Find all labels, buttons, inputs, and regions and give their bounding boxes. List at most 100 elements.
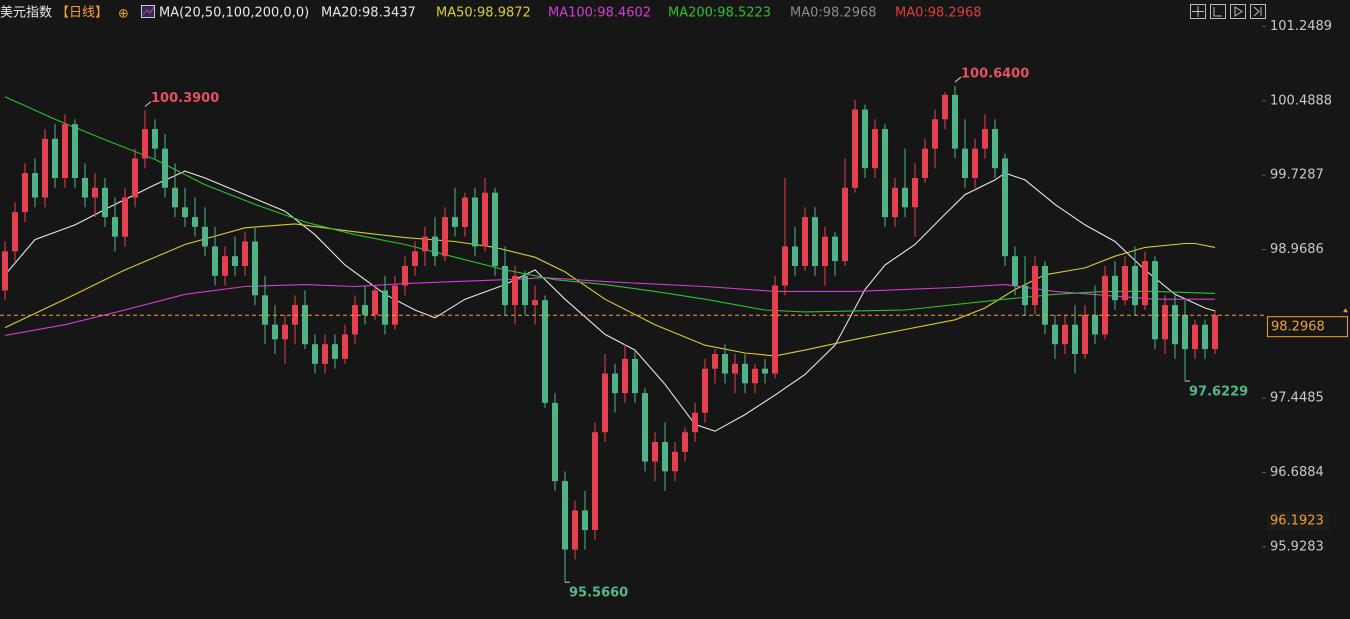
candle-body [102, 187, 108, 218]
low-label: 95.5660 [569, 586, 628, 601]
marker-label: 96.1923 [1270, 513, 1324, 528]
candle-body [1062, 324, 1068, 345]
candle-body [852, 109, 858, 188]
icon-zoom[interactable] [1210, 4, 1226, 19]
y-tick-label: 99.7287 [1270, 168, 1324, 183]
marker-box [1267, 510, 1329, 531]
candle-body [272, 324, 278, 340]
candle-body [52, 138, 58, 178]
header: 美元指数 【日线】 ⊕ MA(20,50,100,200,0,0) [0, 5, 309, 22]
candle-body [952, 94, 958, 149]
candle-body [542, 300, 548, 403]
candle-body [1102, 275, 1108, 335]
candle-body [372, 290, 378, 315]
candle-body [1132, 265, 1138, 306]
candle-body [1212, 315, 1218, 350]
candle-body [512, 275, 518, 306]
add-button[interactable]: ⊕ [118, 7, 129, 22]
candle-body [262, 295, 268, 325]
candle-body [1162, 305, 1168, 340]
candle-body [412, 251, 418, 266]
candle-body [992, 129, 998, 169]
candle-body [1042, 265, 1048, 325]
candle-body [1052, 324, 1058, 345]
candle-body [562, 481, 568, 550]
candle-body [522, 275, 528, 306]
candle-body [822, 236, 828, 266]
candle-body [232, 256, 238, 266]
candle-body [962, 148, 968, 178]
candle-body [462, 197, 468, 227]
candle-body [782, 246, 788, 286]
candle-body [902, 187, 908, 208]
candle-body [812, 217, 818, 266]
candle-body [332, 344, 338, 359]
y-tick-label: 98.9686 [1270, 242, 1324, 257]
candle-body [602, 373, 608, 433]
y-tick-label: 101.2489 [1270, 19, 1332, 34]
candle-body [172, 187, 178, 208]
candle-body [702, 368, 708, 413]
candle-body [662, 442, 668, 472]
candle-body [792, 246, 798, 266]
candle-body [612, 373, 618, 394]
candle-body [682, 432, 688, 452]
indicator-icon-glyph [142, 6, 155, 16]
candle-body [212, 246, 218, 276]
candle-body [152, 129, 158, 149]
candle-body [442, 217, 448, 257]
candle-body [252, 241, 258, 296]
price-box [1267, 316, 1348, 338]
candle-body [572, 510, 578, 550]
candle-body [132, 158, 138, 198]
candle-body [162, 148, 168, 188]
candle-body [882, 129, 888, 218]
candle-body [872, 129, 878, 169]
price-arrow [1343, 308, 1348, 313]
high-label: 100.3900 [151, 91, 219, 106]
ma-line [4, 96, 1216, 313]
legend-entry: MA50:98.9872 [436, 6, 531, 21]
icon-crosshair[interactable] [1190, 4, 1206, 19]
ma-line [4, 170, 1216, 432]
candle-body [492, 192, 498, 266]
high-marker [144, 101, 152, 107]
candle-body [182, 207, 188, 218]
candle-body [112, 217, 118, 237]
candle-body [192, 217, 198, 227]
candle-body [652, 442, 658, 462]
candle-body [752, 368, 758, 384]
icon-play[interactable] [1230, 4, 1246, 19]
candle-body [352, 305, 358, 335]
candle-body [672, 451, 678, 472]
candle-body [202, 226, 208, 247]
candle-body [832, 236, 838, 262]
candle-body [402, 265, 408, 286]
icon-end-glyph [1253, 6, 1262, 17]
candle-body [222, 256, 228, 276]
candle-body [92, 187, 98, 198]
icon-crosshair-glyph [1192, 6, 1204, 17]
candle-body [72, 124, 78, 178]
y-tick-label: 97.4485 [1270, 391, 1324, 406]
candle-body [1002, 158, 1008, 257]
icon-end[interactable] [1250, 4, 1266, 19]
candle-body [552, 402, 558, 482]
candle-body [922, 148, 928, 178]
period-label[interactable]: 【日线】 [56, 6, 108, 21]
candle-body [322, 344, 328, 364]
candle-body [42, 138, 48, 198]
candle-body [302, 305, 308, 345]
candle-body [12, 212, 18, 252]
candle-body [932, 119, 938, 149]
candle-body [452, 217, 458, 227]
y-tick-label: 95.9283 [1270, 539, 1324, 554]
candle-body [1082, 314, 1088, 354]
candle-body [482, 192, 488, 247]
candle-body [772, 285, 778, 374]
candle-body [632, 358, 638, 394]
y-tick-label: 100.4888 [1270, 93, 1332, 108]
candle-body [32, 173, 38, 198]
candle-body [972, 148, 978, 178]
